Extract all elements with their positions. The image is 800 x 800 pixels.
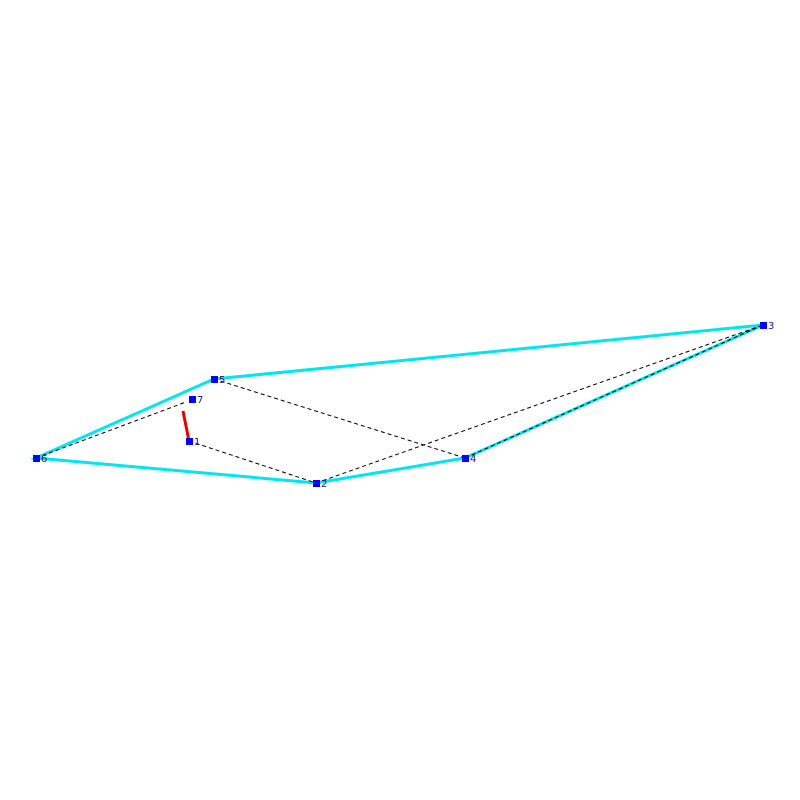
hull: [30, 323, 764, 485]
dashed-edge: [315, 324, 764, 484]
dashed-edge: [464, 324, 764, 459]
point-label: 3: [768, 321, 774, 332]
points: 1 2 3 4 5 6 7: [33, 321, 774, 490]
point: [211, 376, 218, 383]
point-label: 7: [197, 395, 203, 406]
point: [33, 455, 40, 462]
point-label: 1: [194, 437, 200, 448]
red-segment: [181, 410, 191, 442]
point: [313, 480, 320, 487]
point: [186, 438, 193, 445]
point-label: 6: [41, 454, 47, 465]
dashed-edge: [35, 401, 187, 459]
point: [189, 396, 196, 403]
point: [462, 455, 469, 462]
point: [760, 322, 767, 329]
point-label: 2: [321, 479, 327, 490]
point-label: 5: [219, 375, 225, 386]
dashed-edge: [213, 378, 466, 459]
point-label: 4: [470, 454, 476, 465]
dashed-edge: [188, 440, 317, 484]
